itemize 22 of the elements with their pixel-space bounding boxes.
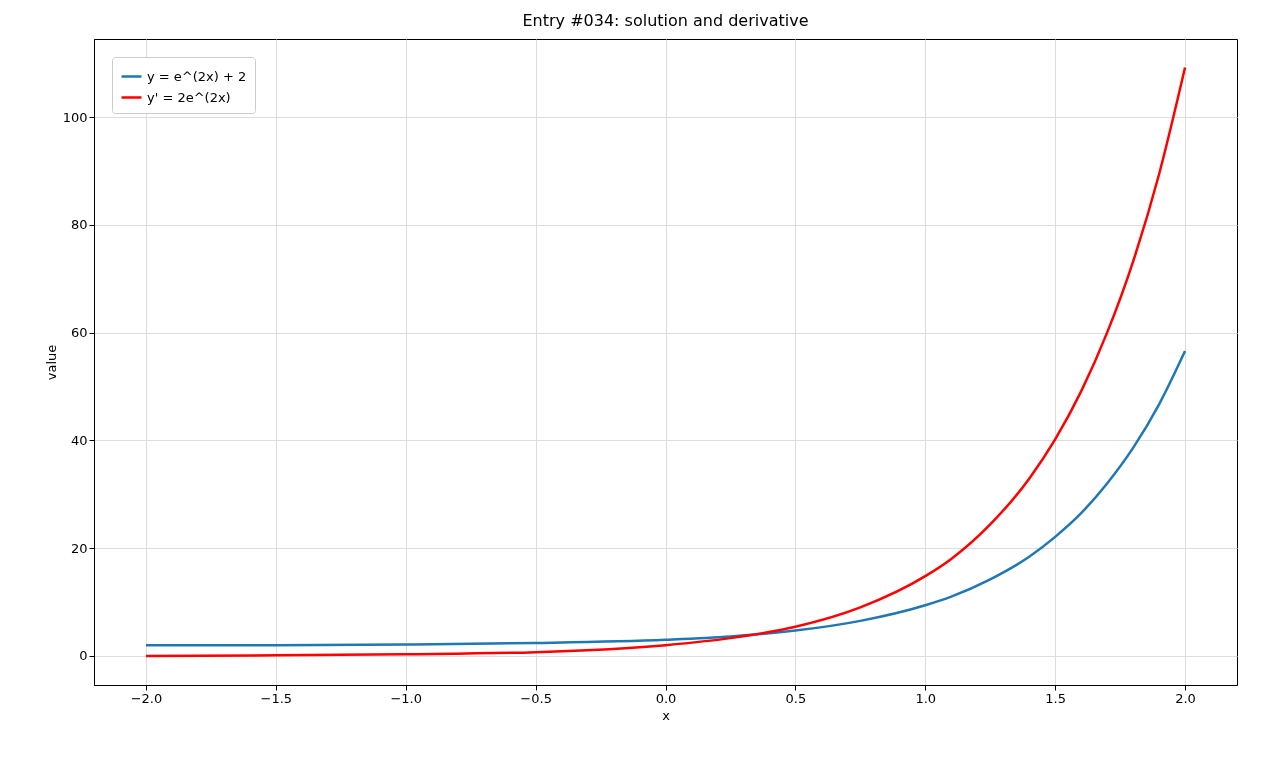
x-tick-label: −0.5 [520, 690, 552, 706]
legend-label: y' = 2e^(2x) [147, 89, 231, 105]
line-series [144, 66, 1187, 658]
y-tick-label: 60 [70, 325, 88, 341]
y-axis-title: value [43, 344, 59, 381]
x-tick-label: 1.5 [1045, 690, 1066, 706]
chart-title: Entry #034: solution and derivative [522, 11, 809, 30]
y-tick-label: 80 [70, 217, 88, 233]
x-tick-label: −2.0 [130, 690, 163, 706]
y-tick-label: 100 [62, 109, 88, 125]
x-tick-label: −1.5 [260, 690, 293, 706]
x-tick-label: 0.0 [655, 690, 677, 706]
line-series [144, 349, 1187, 647]
legend-label: y = e^(2x) + 2 [147, 68, 247, 84]
x-tick-label: 2.0 [1175, 690, 1196, 706]
y-tick-label: 20 [70, 540, 88, 556]
y-tick-label: 40 [70, 432, 88, 448]
x-axis-title: x [662, 707, 671, 723]
x-tick-label: −1.0 [390, 690, 423, 706]
x-tick-label: 1.0 [915, 690, 937, 706]
y-tick-label: 0 [79, 648, 88, 664]
x-tick-label: 0.5 [785, 690, 807, 706]
